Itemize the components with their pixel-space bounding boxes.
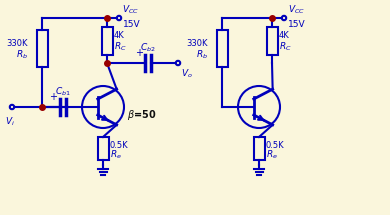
Text: $C_{b2}$: $C_{b2}$ [140, 41, 156, 54]
Text: 15V: 15V [287, 20, 305, 29]
Text: $V_{CC}$: $V_{CC}$ [122, 3, 140, 16]
Text: $R_C$: $R_C$ [279, 41, 292, 53]
Text: +: + [49, 92, 57, 102]
Text: 4K: 4K [114, 32, 125, 40]
Text: $R_e$: $R_e$ [266, 148, 278, 161]
Text: $V_{CC}$: $V_{CC}$ [287, 3, 305, 16]
Text: 15V: 15V [122, 20, 140, 29]
Text: 330K: 330K [7, 39, 28, 48]
Bar [101, 27, 112, 55]
Text: 0.5K: 0.5K [266, 141, 285, 150]
Text: $C_{b1}$: $C_{b1}$ [55, 86, 71, 98]
Text: +: + [135, 48, 143, 58]
Text: $R_C$: $R_C$ [114, 41, 127, 53]
Text: 4K: 4K [279, 32, 290, 40]
Bar [37, 30, 48, 67]
Text: $V_o$: $V_o$ [181, 68, 193, 80]
Text: $R_b$: $R_b$ [16, 48, 28, 61]
Text: 330K: 330K [186, 39, 208, 48]
Text: $V_i$: $V_i$ [5, 115, 15, 127]
Text: $\beta$=50: $\beta$=50 [127, 108, 156, 122]
Bar [98, 137, 108, 160]
Bar [254, 137, 264, 160]
Text: 0.5K: 0.5K [110, 141, 129, 150]
Text: $R_e$: $R_e$ [110, 148, 122, 161]
Text: $R_b$: $R_b$ [196, 48, 208, 61]
Bar [216, 30, 227, 67]
Bar [266, 27, 278, 55]
